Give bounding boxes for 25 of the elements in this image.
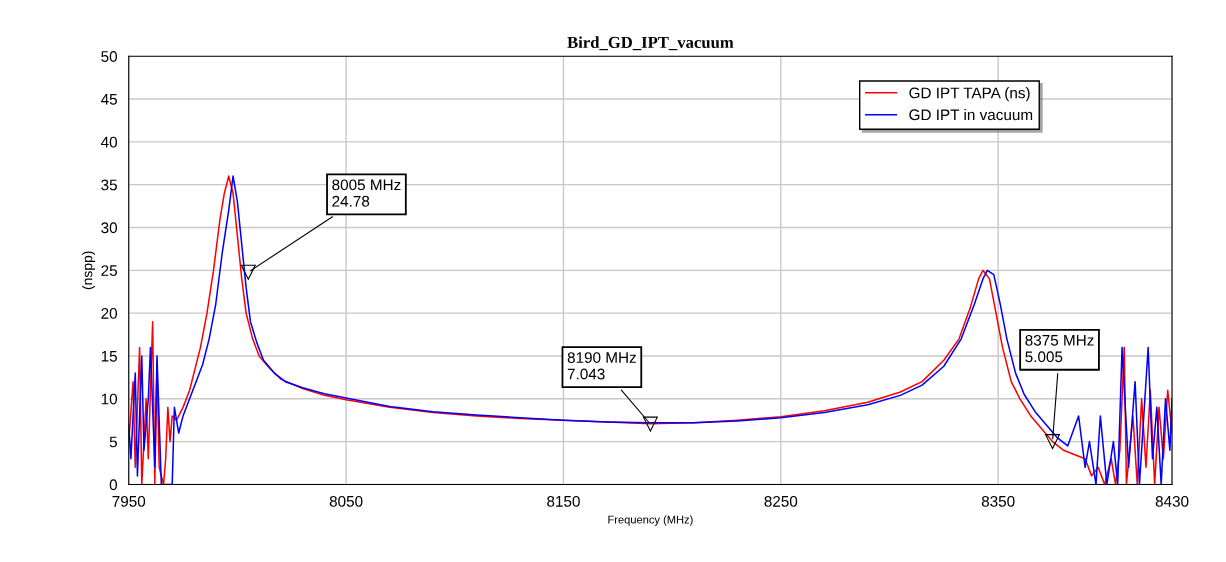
y-tick-label: 45	[100, 94, 117, 105]
annotation: 8375 MHz 5.005	[1025, 334, 1094, 363]
x-tick-label: 7950	[112, 495, 146, 507]
x-tick-label: 8050	[329, 495, 363, 507]
x-tick-label: 8350	[981, 495, 1015, 507]
y-tick-label: 15	[101, 351, 117, 362]
y-tick-label: 50	[101, 51, 118, 62]
chart-title: Bird_GD_IPT_vacuum	[567, 36, 734, 51]
y-tick-label: 20	[101, 308, 118, 319]
y-tick-label: 25	[101, 265, 117, 277]
legend-label: GD IPT TAPA (ns)	[909, 87, 1030, 102]
legend-label: GD IPT in vacuum	[909, 108, 1033, 121]
y-tick-label: 40	[100, 136, 118, 148]
y-tick-label: 5	[109, 436, 117, 448]
x-tick-label: 8430	[1155, 495, 1189, 507]
annotation: 8005 MHz 24.78	[332, 179, 401, 207]
y-tick-label: 10	[101, 393, 118, 405]
x-tick-label: 8150	[547, 495, 580, 507]
y-tick-label: 35	[101, 179, 117, 191]
y-axis-title: (nspp)	[82, 251, 96, 290]
x-tick-label: 8250	[764, 495, 798, 507]
y-tick-label: 0	[109, 479, 118, 491]
y-tick-label: 30	[101, 222, 118, 234]
x-axis-title: Frequency (MHz)	[608, 515, 693, 526]
annotation: 8190 MHz 7.043	[567, 352, 636, 380]
